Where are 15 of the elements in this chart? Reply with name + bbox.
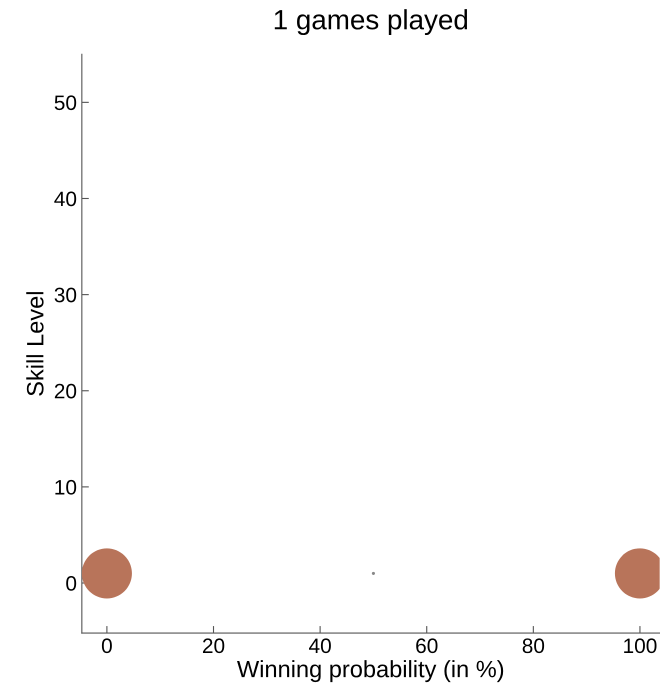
y-axis-title: Skill Level <box>26 292 44 396</box>
y-tick-label: 40 <box>54 191 76 206</box>
chart-title: 1 games played <box>274 9 468 36</box>
x-tick-label: 60 <box>416 638 438 654</box>
y-tick-label: 10 <box>55 480 76 495</box>
x-axis-title: Winning probability (in %) <box>237 660 504 682</box>
x-tick-label: 100 <box>624 638 657 654</box>
y-tick-label: 30 <box>54 288 76 302</box>
x-tick-label: 40 <box>309 638 331 654</box>
x-tick-label: 0 <box>102 638 112 654</box>
y-tick-label: 0 <box>66 576 76 591</box>
y-tick-label: 50 <box>54 95 76 110</box>
x-tick-label: 80 <box>522 638 544 654</box>
y-tick-label: 20 <box>54 384 76 399</box>
x-tick-label: 20 <box>202 638 224 654</box>
